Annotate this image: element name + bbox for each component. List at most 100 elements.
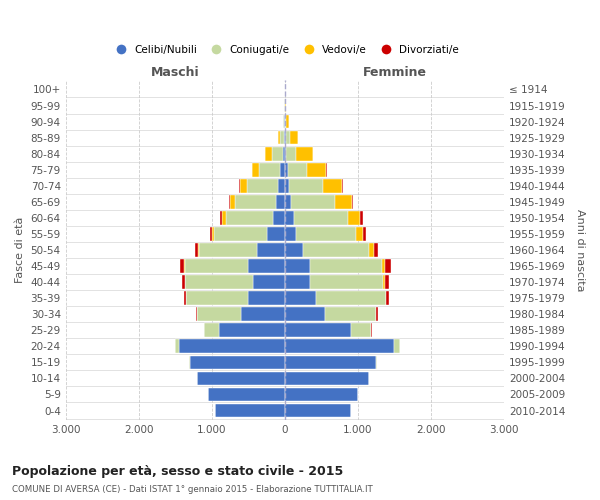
Bar [285, 340, 394, 353]
Bar [285, 227, 296, 241]
Y-axis label: Anni di nascita: Anni di nascita [575, 208, 585, 291]
Bar [285, 179, 289, 192]
Bar [283, 115, 284, 128]
Bar [273, 211, 285, 224]
Bar [285, 372, 369, 385]
Bar [189, 356, 190, 369]
Legend: Celibi/Nubili, Coniugati/e, Vedovi/e, Divorziati/e: Celibi/Nubili, Coniugati/e, Vedovi/e, Di… [107, 41, 463, 59]
Bar [363, 227, 366, 241]
Bar [285, 259, 310, 273]
Bar [205, 324, 219, 337]
Bar [285, 195, 292, 208]
Bar [196, 308, 197, 321]
Bar [289, 179, 323, 192]
Bar [350, 324, 371, 337]
Bar [219, 324, 285, 337]
Bar [307, 163, 326, 176]
Bar [352, 195, 353, 208]
Bar [310, 276, 383, 289]
Bar [335, 195, 352, 208]
Bar [394, 340, 400, 353]
Bar [285, 147, 286, 160]
Bar [276, 195, 285, 208]
Bar [241, 308, 285, 321]
Bar [285, 163, 288, 176]
Bar [197, 372, 285, 385]
Bar [385, 259, 391, 273]
Bar [296, 227, 356, 241]
Bar [286, 115, 289, 128]
Bar [374, 243, 379, 257]
Bar [184, 292, 186, 305]
Bar [266, 227, 285, 241]
Bar [194, 243, 197, 257]
Bar [283, 147, 285, 160]
Bar [310, 259, 382, 273]
Bar [185, 259, 248, 273]
Bar [285, 131, 286, 144]
Bar [186, 292, 248, 305]
Bar [285, 292, 316, 305]
Bar [316, 292, 386, 305]
Bar [286, 147, 296, 160]
Bar [385, 276, 389, 289]
Bar [383, 276, 385, 289]
Bar [190, 356, 285, 369]
Bar [252, 163, 259, 176]
Text: Popolazione per età, sesso e stato civile - 2015: Popolazione per età, sesso e stato civil… [12, 465, 343, 478]
Bar [360, 211, 362, 224]
Bar [214, 227, 266, 241]
Bar [290, 131, 298, 144]
Bar [280, 163, 285, 176]
Bar [369, 243, 374, 257]
Bar [220, 211, 222, 224]
Bar [349, 211, 360, 224]
Bar [376, 356, 377, 369]
Bar [222, 211, 226, 224]
Bar [197, 308, 241, 321]
Bar [247, 179, 278, 192]
Bar [210, 227, 212, 241]
Bar [386, 292, 389, 305]
Bar [278, 179, 285, 192]
Text: Femmine: Femmine [362, 66, 427, 79]
Bar [382, 259, 385, 273]
Bar [180, 259, 184, 273]
Bar [179, 340, 285, 353]
Bar [197, 243, 199, 257]
Bar [199, 243, 257, 257]
Bar [293, 211, 349, 224]
Bar [342, 179, 343, 192]
Bar [285, 324, 350, 337]
Bar [272, 147, 283, 160]
Bar [285, 356, 376, 369]
Bar [248, 292, 285, 305]
Bar [288, 163, 307, 176]
Bar [325, 308, 376, 321]
Bar [296, 147, 313, 160]
Bar [226, 211, 273, 224]
Bar [235, 195, 276, 208]
Bar [253, 276, 285, 289]
Bar [376, 308, 377, 321]
Bar [280, 131, 284, 144]
Bar [285, 404, 350, 417]
Bar [285, 276, 310, 289]
Bar [215, 404, 285, 417]
Bar [175, 340, 179, 353]
Bar [285, 308, 325, 321]
Bar [248, 259, 285, 273]
Bar [259, 163, 280, 176]
Bar [356, 227, 363, 241]
Bar [292, 195, 335, 208]
Bar [257, 243, 285, 257]
Bar [278, 131, 280, 144]
Bar [303, 243, 369, 257]
Bar [286, 131, 290, 144]
Bar [212, 227, 214, 241]
Bar [208, 388, 285, 402]
Bar [323, 179, 342, 192]
Bar [265, 147, 272, 160]
Bar [230, 195, 235, 208]
Bar [285, 243, 303, 257]
